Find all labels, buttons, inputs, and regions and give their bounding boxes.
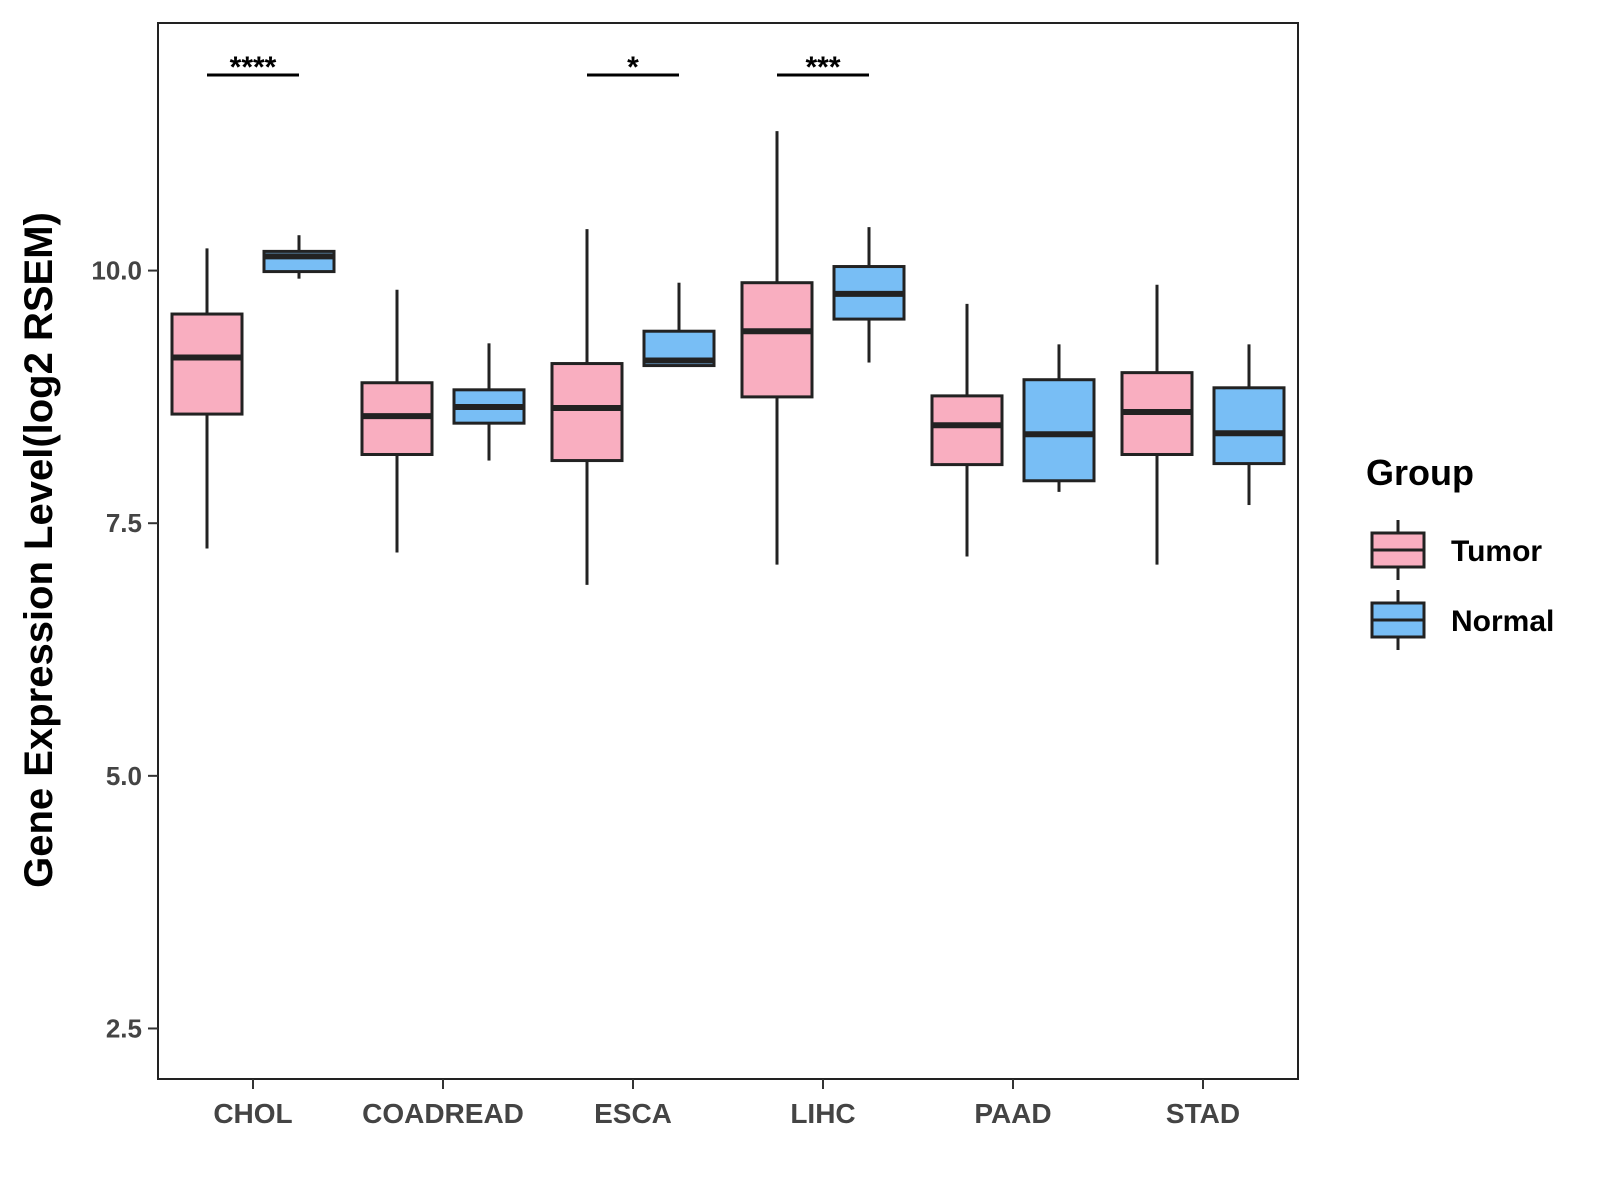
box-tumor-coadread [360,289,434,553]
box-normal-esca [642,282,716,368]
box-body [550,362,624,463]
x-tick-label-chol: CHOL [213,1098,292,1129]
x-tick-label-esca: ESCA [594,1098,672,1129]
y-axis: 2.5 5.0 7.5 10.0 [91,256,158,1043]
significance-label: *** [805,51,840,84]
box-body [1212,386,1286,466]
x-tick-label-lihc: LIHC [790,1098,855,1129]
box-group [170,131,1286,585]
legend: Group Tumor Normal [1366,452,1554,650]
legend-title: Group [1366,452,1474,493]
box-body [740,281,814,399]
plot-panel-border [157,22,1299,1080]
box-body [1022,378,1096,483]
box-normal-paad [1022,344,1096,492]
x-tick-label-coadread: COADREAD [362,1098,524,1129]
box-tumor-chol [170,248,244,549]
box-tumor-paad [930,303,1004,557]
box-normal-chol [262,235,336,279]
x-tick-label-paad: PAAD [974,1098,1051,1129]
y-tick-label: 10.0 [91,256,142,286]
box-tumor-lihc [740,131,814,565]
box-body [930,394,1004,467]
box-normal-lihc [832,227,906,363]
significance-label: * [627,51,639,84]
significance-annotations: **** * *** [207,51,869,84]
y-axis-label: Gene Expression Level(log2 RSEM) [17,212,61,888]
box-tumor-stad [1120,284,1194,565]
legend-key-normal [1370,590,1426,650]
legend-label-normal: Normal [1451,605,1554,638]
legend-key-tumor [1370,520,1426,580]
box-body [170,312,244,416]
legend-label-tumor: Tumor [1451,535,1542,568]
box-tumor-esca [550,229,624,585]
x-tick-label-stad: STAD [1166,1098,1240,1129]
significance-label: **** [230,51,277,84]
box-normal-coadread [452,343,526,461]
y-tick-label: 7.5 [106,508,142,538]
y-tick-label: 5.0 [106,761,142,791]
y-tick-label: 2.5 [106,1013,142,1043]
x-axis: CHOL COADREAD ESCA LIHC PAAD STAD [213,1079,1240,1129]
box-normal-stad [1212,344,1286,506]
